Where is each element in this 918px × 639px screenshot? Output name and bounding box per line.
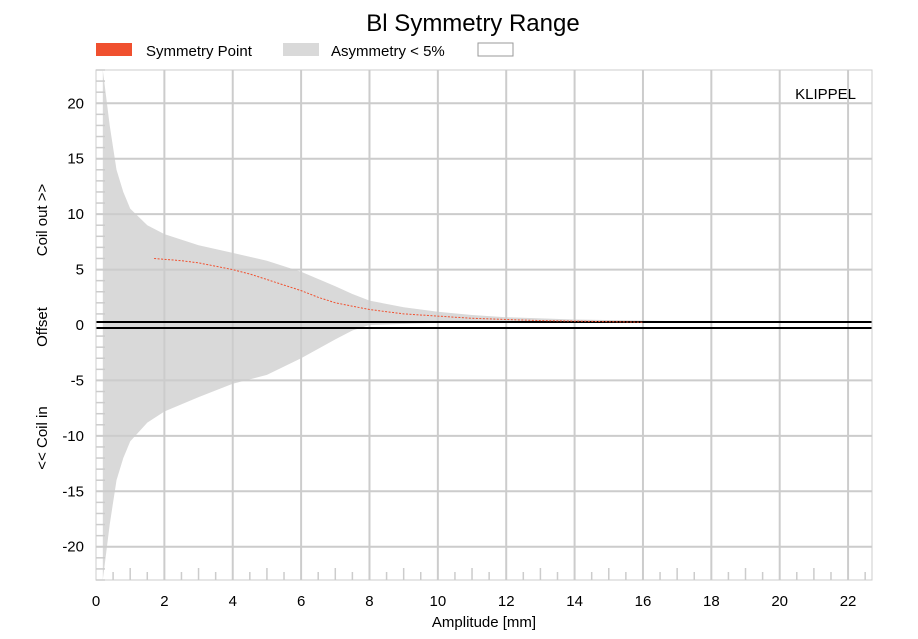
x-tick-label-8: 8 — [365, 593, 373, 610]
y-tick-label--20: -20 — [62, 539, 84, 556]
x-tick-label-14: 14 — [566, 593, 583, 610]
legend-label-asymmetry: Asymmetry < 5% — [331, 43, 445, 60]
x-tick-label-4: 4 — [229, 593, 237, 610]
legend-label-symmetry-point: Symmetry Point — [146, 43, 253, 60]
x-tick-label-16: 16 — [635, 593, 652, 610]
plot-area — [95, 69, 873, 581]
x-tick-label-18: 18 — [703, 593, 720, 610]
legend-swatch-symmetry-point — [96, 43, 132, 56]
x-tick-label-10: 10 — [430, 593, 447, 610]
x-tick-label-2: 2 — [160, 593, 168, 610]
minor-ticks — [96, 69, 866, 581]
zero-offset-line — [96, 321, 872, 329]
y-axis-label-offset: Offset — [34, 306, 51, 347]
y-axis-label-coil-in: << Coil in — [34, 406, 51, 469]
grid-vertical — [163, 70, 850, 580]
legend-swatch-empty — [477, 42, 514, 57]
y-tick-label-10: 10 — [67, 206, 84, 223]
y-tick-label--10: -10 — [62, 428, 84, 445]
y-tick-label-0: 0 — [76, 317, 84, 334]
legend-swatch-asymmetry — [283, 43, 319, 56]
klippel-brand-label: KLIPPEL — [795, 86, 856, 103]
x-axis-label: Amplitude [mm] — [432, 614, 536, 631]
y-tick-labels: -20 -15 -10 -5 0 5 10 15 20 — [62, 95, 84, 555]
x-tick-label-20: 20 — [771, 593, 788, 610]
x-tick-label-0: 0 — [92, 593, 100, 610]
symmetry-point-line — [154, 258, 644, 323]
legend: Symmetry Point Asymmetry < 5% — [96, 42, 514, 60]
x-tick-label-6: 6 — [297, 593, 305, 610]
grid-horizontal — [96, 102, 872, 548]
y-tick-label--15: -15 — [62, 483, 84, 500]
x-tick-label-12: 12 — [498, 593, 515, 610]
asymmetry-band — [102, 70, 873, 580]
y-axis-label-coil-out: Coil out >> — [34, 183, 51, 256]
x-tick-labels: 0 2 4 6 8 10 12 14 16 18 20 22 — [92, 593, 857, 610]
plot-frame — [95, 69, 873, 581]
y-tick-label--5: -5 — [71, 372, 84, 389]
y-tick-label-15: 15 — [67, 151, 84, 168]
chart-title: Bl Symmetry Range — [366, 10, 579, 37]
x-tick-label-22: 22 — [840, 593, 857, 610]
y-tick-label-20: 20 — [67, 95, 84, 112]
y-tick-label-5: 5 — [76, 262, 84, 279]
